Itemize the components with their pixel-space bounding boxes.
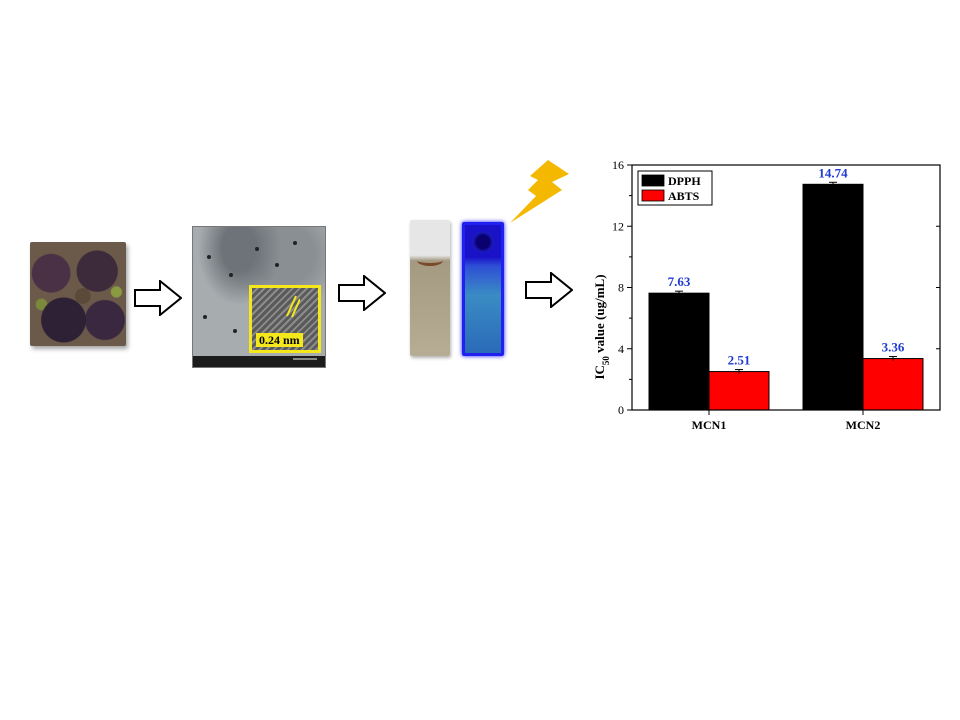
process-arrow-1 (134, 280, 182, 316)
hrtem-inset: 0.24 nm (249, 285, 321, 353)
bar-abts-mcn2 (862, 358, 924, 411)
y-tick-label: 12 (612, 219, 624, 233)
process-arrow-2 (338, 275, 386, 311)
data-label: 7.63 (668, 274, 691, 289)
bar-dpph-mcn2 (802, 183, 864, 411)
data-label: 14.74 (818, 165, 848, 180)
legend-label-dpph: DPPH (668, 174, 701, 188)
outline-arrow-icon (338, 275, 386, 311)
cuvette-daylight (410, 220, 450, 356)
tem-info-bar (193, 356, 325, 367)
y-tick-label: 8 (618, 281, 624, 295)
y-tick-label: 4 (618, 342, 624, 356)
x-tick-label: MCN2 (846, 418, 881, 432)
tem-micrograph: 0.24 nm (192, 226, 326, 368)
x-tick-label: MCN1 (692, 418, 727, 432)
data-label: 2.51 (728, 353, 751, 368)
y-tick-label: 16 (612, 158, 624, 172)
bar-dpph-mcn1 (648, 292, 710, 411)
cuvette-uv-fluorescence (462, 222, 504, 356)
y-axis-label: IC50 value (ug/mL) (592, 274, 611, 379)
outline-arrow-icon (525, 272, 573, 308)
outline-arrow-icon (134, 280, 182, 316)
mangosteen-peel-photo (30, 242, 126, 346)
lightning-bolt-icon (508, 160, 570, 224)
data-label: 3.36 (882, 340, 905, 355)
y-tick-label: 0 (618, 403, 624, 417)
lattice-fringe-marks (286, 295, 300, 318)
bar-abts-mcn1 (708, 371, 770, 411)
ic50-bar-chart: MCN1 MCN2 0 4 8 12 16 7.63 2.51 14.74 3.36 DPPHAB… (592, 158, 941, 432)
legend-label-abts: ABTS (668, 189, 700, 203)
legend-swatch-dpph (641, 174, 665, 187)
process-arrow-3 (525, 272, 573, 308)
lattice-spacing-label: 0.24 nm (256, 333, 303, 347)
legend-swatch-abts (641, 189, 665, 202)
